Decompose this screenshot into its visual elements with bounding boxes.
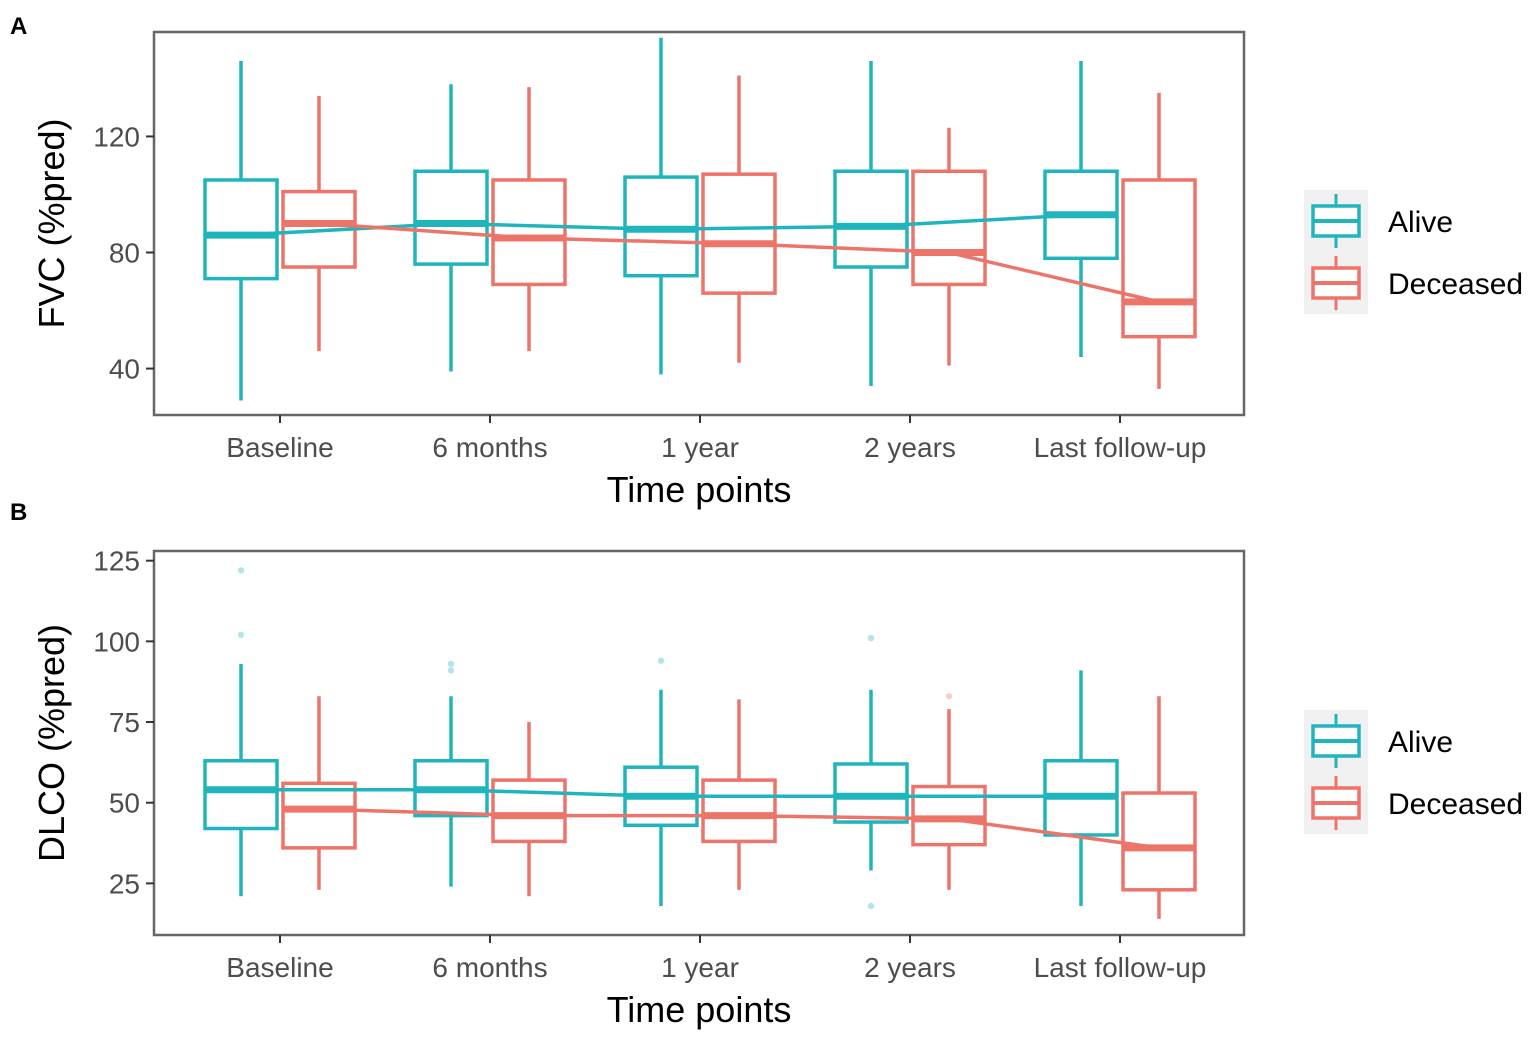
y-tick-label: 100 [93,626,140,657]
box [203,758,279,831]
box [281,781,357,850]
y-tick-label: 75 [109,707,140,738]
y-tick-label: 125 [93,546,140,577]
x-tick-label: 6 months [432,952,547,983]
box [701,172,777,295]
x-tick-label: Baseline [226,432,333,463]
x-axis-title: Time points [607,989,792,1030]
y-axis-title: DLCO (%pred) [31,624,72,862]
y-axis-title: FVC (%pred) [31,118,72,328]
outlier-point [657,657,665,664]
box [413,169,489,266]
x-tick-label: Last follow-up [1034,432,1207,463]
box [701,778,777,844]
legend-label: Deceased [1388,788,1523,821]
x-tick-label: 1 year [661,952,739,983]
x-tick-label: 6 months [432,432,547,463]
y-tick-label: 50 [109,788,140,819]
legend-label: Alive [1388,726,1453,759]
y-tick-label: 120 [93,121,140,152]
x-tick-label: 2 years [864,432,956,463]
x-axis-title: Time points [607,469,792,510]
x-tick-label: Baseline [226,952,333,983]
box [1121,791,1197,892]
median-trend-line [318,221,1160,304]
box [203,178,279,281]
legend-label: Deceased [1388,268,1523,301]
box [491,178,567,287]
outlier-point [237,567,245,574]
outlier-point [867,902,875,910]
box [1121,178,1197,339]
box [833,169,909,269]
y-tick-label: 40 [109,354,140,385]
median-trend-line [318,807,1160,850]
box [491,778,567,844]
x-tick-label: Last follow-up [1034,952,1207,983]
x-tick-label: 1 year [661,432,739,463]
median-trend-line [241,788,1081,798]
outlier-point [945,693,953,700]
outlier-point [237,631,245,639]
outlier-point [867,634,875,642]
y-tick-label: 25 [109,868,140,899]
outlier-point [447,667,455,674]
outlier-point [447,660,455,668]
y-tick-label: 80 [109,238,140,269]
x-tick-label: 2 years [864,952,956,983]
panel-letter: A [10,13,27,40]
legend-label: Alive [1388,206,1453,239]
box [911,169,987,287]
panel-letter: B [10,499,27,526]
